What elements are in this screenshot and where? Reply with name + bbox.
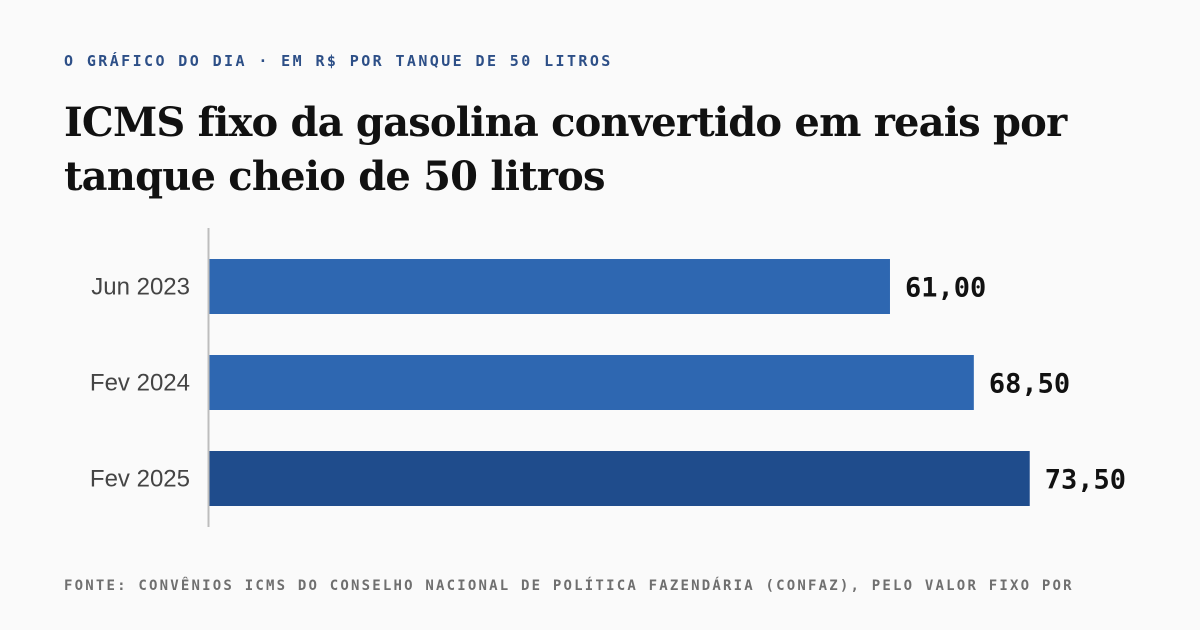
category-label: Fev 2024 <box>90 370 190 397</box>
chart-source-note: FONTE: CONVÊNIOS ICMS DO CONSELHO NACION… <box>64 578 1074 594</box>
category-label: Fev 2025 <box>90 466 190 493</box>
value-label: 68,50 <box>989 369 1070 400</box>
category-label: Jun 2023 <box>91 274 190 301</box>
bar <box>208 451 1030 506</box>
chart-title: ICMS fixo da gasolina convertido em reai… <box>64 99 1067 200</box>
value-label: 61,00 <box>905 273 986 304</box>
value-label: 73,50 <box>1045 465 1126 496</box>
bar <box>208 355 974 410</box>
chart-kicker: O GRÁFICO DO DIA · EM R$ POR TANQUE DE 5… <box>64 52 613 70</box>
bar <box>208 259 890 314</box>
